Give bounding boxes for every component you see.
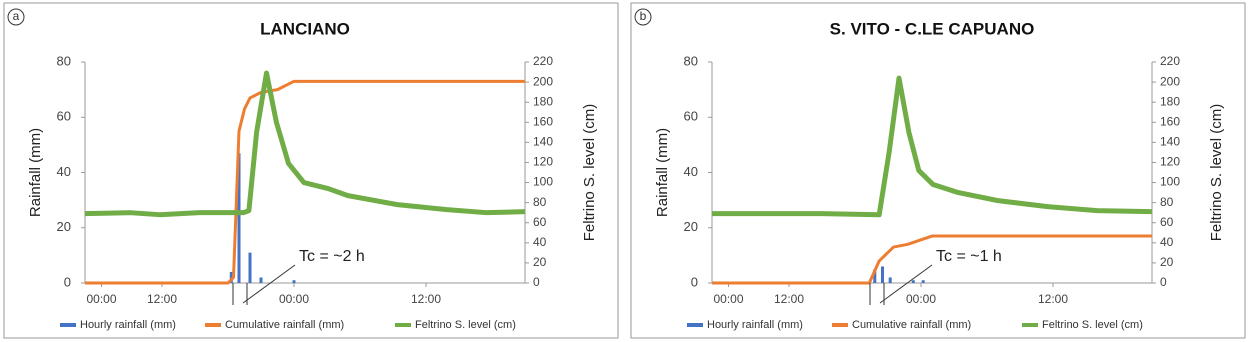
- y-axis-label: Rainfall (mm): [27, 128, 44, 217]
- y2-tick-label: 40: [533, 235, 547, 249]
- x-tick-label: 12:00: [1038, 292, 1068, 306]
- legend-label: Hourly rainfall (mm): [707, 319, 803, 331]
- y2-axis-label: Feltrino S. level (cm): [581, 104, 598, 242]
- y2-tick-label: 0: [533, 275, 540, 289]
- y2-tick-label: 200: [1160, 74, 1180, 88]
- y2-tick-label: 140: [1160, 135, 1180, 149]
- y2-tick-label: 140: [533, 135, 553, 149]
- x-tick-label: 00:00: [906, 292, 936, 306]
- annotation-arrow: [879, 264, 933, 304]
- legend-label: Cumulative rainfall (mm): [225, 319, 344, 331]
- bar: [292, 280, 296, 283]
- y-tick-label: 40: [684, 164, 698, 179]
- panel-label: a: [13, 9, 20, 23]
- x-tick-label: 12:00: [411, 292, 441, 306]
- y-tick-label: 40: [57, 164, 71, 179]
- panel-badge: [634, 8, 652, 26]
- y-tick-label: 0: [64, 274, 71, 289]
- annotation: Tc = ~1 h: [936, 248, 1002, 265]
- y2-tick-label: 0: [1160, 275, 1167, 289]
- panel-border: [630, 2, 1246, 339]
- y2-tick-label: 100: [533, 175, 553, 189]
- y2-tick-label: 160: [533, 114, 553, 128]
- y-tick-label: 20: [57, 219, 71, 234]
- y-tick-label: 60: [57, 109, 71, 124]
- annotation-arrow: [242, 264, 296, 304]
- bar: [921, 280, 925, 283]
- series-line: [85, 79, 525, 285]
- y2-tick-label: 40: [1160, 235, 1174, 249]
- x-tick-label: 12:00: [147, 292, 177, 306]
- x-tick-label: 00:00: [713, 292, 743, 306]
- bar: [873, 269, 877, 283]
- y2-tick-label: 80: [1160, 195, 1174, 209]
- chart-panel: a LANCIANO 0 20 40 60 80 0 20 40 60 80 100 120 140 160 1…: [3, 2, 619, 339]
- y2-tick-label: 200: [533, 74, 553, 88]
- series-line: [712, 75, 1153, 218]
- y2-tick-label: 60: [533, 215, 547, 229]
- y-tick-label: 80: [57, 53, 71, 68]
- y-tick-label: 0: [691, 274, 698, 289]
- bar: [881, 266, 884, 283]
- y2-tick-label: 220: [1160, 54, 1180, 68]
- legend-label: Feltrino S. level (cm): [1042, 319, 1143, 331]
- panel-label: b: [640, 9, 647, 23]
- y2-tick-label: 120: [533, 155, 553, 169]
- y2-tick-label: 120: [1160, 155, 1180, 169]
- bar: [237, 153, 241, 283]
- bar: [259, 277, 263, 283]
- y2-tick-label: 60: [1160, 215, 1174, 229]
- bar: [229, 271, 233, 283]
- annotation: Tc = ~2 h: [299, 248, 365, 265]
- y2-tick-label: 180: [533, 94, 553, 108]
- panel-badge: [7, 8, 25, 26]
- y2-tick-label: 20: [1160, 255, 1174, 269]
- x-tick-label: 00:00: [86, 292, 116, 306]
- y2-tick-label: 180: [1160, 94, 1180, 108]
- legend-label: Cumulative rainfall (mm): [852, 319, 971, 331]
- series-line: [712, 234, 1152, 285]
- bar: [911, 280, 915, 283]
- chart-title: LANCIANO: [260, 19, 350, 38]
- legend-label: Hourly rainfall (mm): [80, 319, 176, 331]
- y2-tick-label: 220: [533, 54, 553, 68]
- y-tick-label: 60: [684, 109, 698, 124]
- legend-label: Feltrino S. level (cm): [415, 319, 516, 331]
- chart-title: S. VITO - C.LE CAPUANO: [830, 19, 1035, 38]
- y2-tick-label: 160: [1160, 114, 1180, 128]
- bar: [888, 277, 892, 283]
- chart-panel: b S. VITO - C.LE CAPUANO 0 20 40 60 80 0 20 40 60 8…: [630, 2, 1246, 339]
- y2-axis-label: Feltrino S. level (cm): [1208, 104, 1225, 242]
- y-tick-label: 80: [684, 53, 698, 68]
- panel-border: [3, 2, 619, 339]
- bar: [248, 252, 252, 283]
- y2-tick-label: 80: [533, 195, 547, 209]
- series-line: [84, 70, 526, 218]
- y2-tick-label: 20: [533, 255, 547, 269]
- y2-tick-label: 100: [1160, 175, 1180, 189]
- y-tick-label: 20: [684, 219, 698, 234]
- y-axis-label: Rainfall (mm): [654, 128, 671, 217]
- x-tick-label: 00:00: [279, 292, 309, 306]
- x-tick-label: 12:00: [774, 292, 804, 306]
